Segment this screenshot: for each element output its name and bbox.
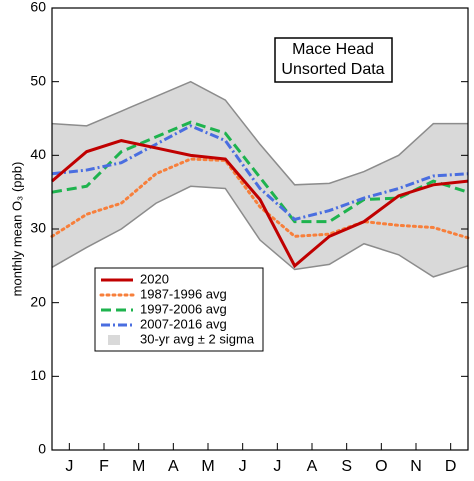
series-line: [51, 120, 469, 224]
legend-swatch: [108, 335, 120, 345]
y-tick-label: 10: [30, 367, 46, 383]
series-line: [51, 124, 469, 222]
series-line: [50, 157, 470, 240]
band-edge: [51, 80, 468, 186]
annotation-box: [274, 37, 393, 83]
series-line: [51, 139, 469, 269]
x-tick-label: S: [341, 458, 352, 475]
annotation: Unsorted Data: [281, 61, 384, 78]
x-tick-label: J: [273, 458, 281, 475]
y-tick-label: 0: [38, 441, 46, 457]
y-axis-label: monthly mean O₃ (ppb): [9, 162, 24, 297]
x-tick-label: N: [410, 458, 422, 475]
x-tick-label: F: [99, 458, 109, 475]
x-tick-label: O: [375, 458, 387, 475]
legend-label: 30-yr avg ± 2 sigma: [140, 331, 255, 346]
band-edge: [51, 185, 469, 278]
y-tick-label: 30: [30, 220, 46, 236]
x-tick-label: J: [65, 458, 73, 475]
legend-label: 2007-2016 avg: [140, 316, 227, 331]
sigma-band: [52, 81, 468, 277]
annotation: Mace Head: [292, 41, 374, 58]
x-tick-label: M: [201, 458, 214, 475]
x-tick-label: J: [239, 458, 247, 475]
x-tick-label: D: [445, 458, 457, 475]
y-tick-label: 40: [30, 146, 46, 162]
x-tick-label: A: [168, 458, 179, 475]
legend-label: 2020: [140, 271, 169, 286]
y-tick-label: 50: [30, 72, 46, 88]
y-tick-label: 20: [30, 293, 46, 309]
legend-label: 1987-1996 avg: [140, 286, 227, 301]
y-tick-label: 60: [30, 0, 46, 15]
x-tick-label: M: [132, 458, 145, 475]
x-tick-label: A: [307, 458, 318, 475]
legend-label: 1997-2006 avg: [140, 301, 227, 316]
